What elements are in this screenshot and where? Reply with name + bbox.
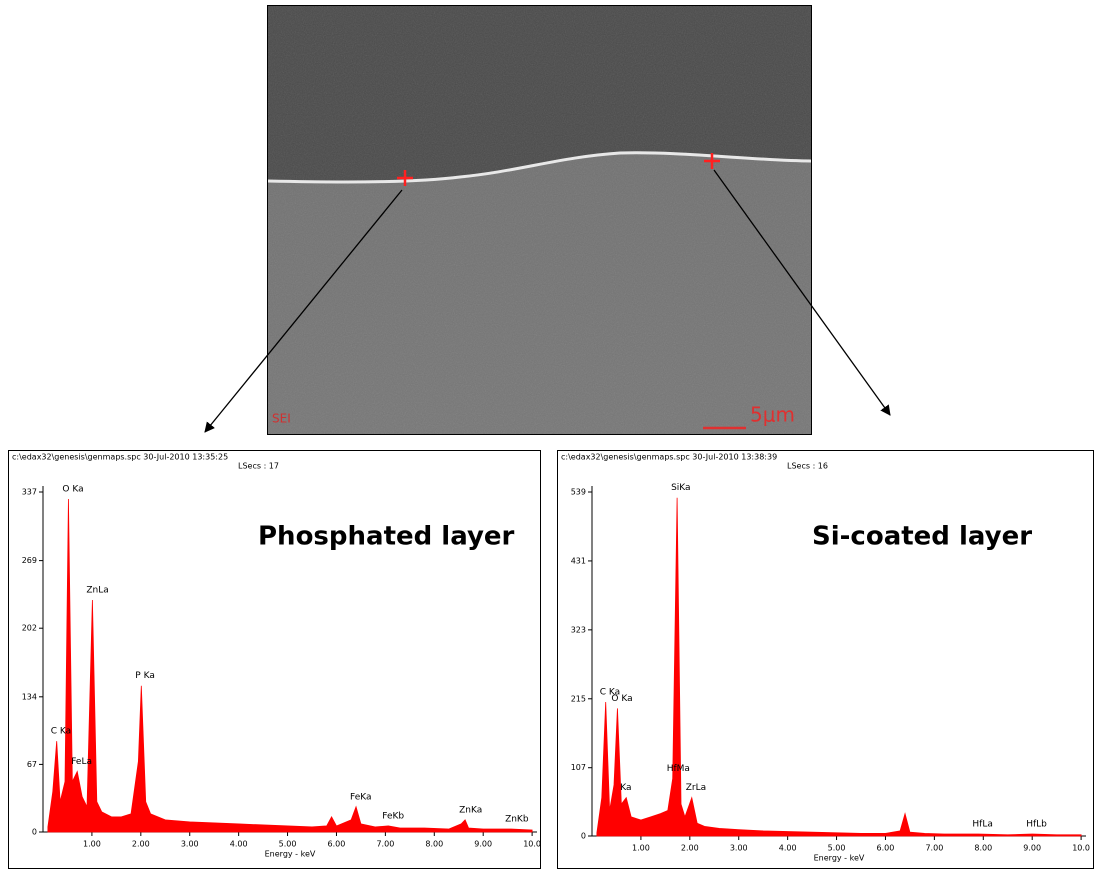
peak-label: Ka <box>620 783 631 793</box>
x-tick-label: 5.00 <box>828 844 846 853</box>
peak-label: HfLa <box>972 820 992 830</box>
y-tick-label: 269 <box>22 556 37 565</box>
y-tick-label: 431 <box>571 556 586 565</box>
peak-label: P Ka <box>135 671 155 681</box>
arrow <box>713 169 891 416</box>
x-tick-label: 9.00 <box>474 840 492 849</box>
peak-label: HfLb <box>1026 820 1047 830</box>
x-tick-label: 4.00 <box>230 840 248 849</box>
x-tick-label: 10.0 <box>523 840 541 849</box>
y-tick-label: 0 <box>581 832 586 841</box>
x-axis-label: Energy - keV <box>265 850 316 859</box>
detector-label: SEI <box>272 412 291 426</box>
y-tick-label: 134 <box>22 692 37 701</box>
x-tick-label: 6.00 <box>328 840 346 849</box>
x-tick-label: 4.00 <box>779 844 797 853</box>
y-tick-label: 202 <box>22 624 37 633</box>
x-tick-label: 3.00 <box>181 840 199 849</box>
peak-label: SiKa <box>671 483 690 493</box>
peak-label: ZnLa <box>86 585 108 595</box>
spectrum-header: c:\edax32\genesis\genmaps.spc 30-Jul-201… <box>561 453 777 462</box>
x-tick-label: 6.00 <box>877 844 895 853</box>
x-tick-label: 2.00 <box>132 840 150 849</box>
sem-image: SEI 5μm <box>268 6 811 434</box>
peak-label: C Ka <box>51 727 71 737</box>
peak-label: HfMa <box>667 764 690 774</box>
y-tick-label: 323 <box>571 625 586 634</box>
x-tick-label: 2.00 <box>681 844 699 853</box>
x-tick-label: 8.00 <box>425 840 443 849</box>
peak-label: ZrLa <box>686 783 706 793</box>
peak-label: O Ka <box>62 485 83 495</box>
x-tick-label: 7.00 <box>925 844 943 853</box>
chart-frame <box>8 450 541 869</box>
y-tick-label: 539 <box>571 488 586 497</box>
peak-label: FeLa <box>71 757 92 767</box>
x-tick-label: 9.00 <box>1023 844 1041 853</box>
y-tick-label: 337 <box>22 488 37 497</box>
chart-title: Si-coated layer <box>812 522 1032 552</box>
y-tick-label: 0 <box>32 828 37 837</box>
x-tick-label: 7.00 <box>376 840 394 849</box>
spectrum <box>596 497 1082 837</box>
y-tick-label: 107 <box>571 763 586 772</box>
x-tick-label: 3.00 <box>730 844 748 853</box>
peak-label: FeKa <box>350 792 371 802</box>
x-tick-label: 1.00 <box>83 840 101 849</box>
chart-frame <box>557 450 1094 869</box>
peak-label: ZnKb <box>505 814 529 824</box>
spectrum-header: LSecs : 16 <box>787 462 828 471</box>
peak-label: FeKb <box>382 811 404 821</box>
peak-label: O Ka <box>611 694 632 704</box>
y-tick-label: 67 <box>27 760 37 769</box>
x-axis-label: Energy - keV <box>814 854 865 863</box>
x-tick-label: 10.0 <box>1072 844 1090 853</box>
sem-frame <box>267 5 812 435</box>
arrow <box>204 189 403 433</box>
x-tick-label: 8.00 <box>974 844 992 853</box>
spectrum-header: LSecs : 17 <box>238 462 279 471</box>
spectrum <box>47 499 533 833</box>
spectrum-header: c:\edax32\genesis\genmaps.spc 30-Jul-201… <box>12 453 228 462</box>
chart-title: Phosphated layer <box>258 522 515 552</box>
x-tick-label: 5.00 <box>279 840 297 849</box>
y-tick-label: 215 <box>571 694 586 703</box>
peak-label: ZnKa <box>459 805 482 815</box>
x-tick-label: 1.00 <box>632 844 650 853</box>
scale-bar-label: 5μm <box>750 403 795 427</box>
peak-label: C Ka <box>600 687 620 697</box>
